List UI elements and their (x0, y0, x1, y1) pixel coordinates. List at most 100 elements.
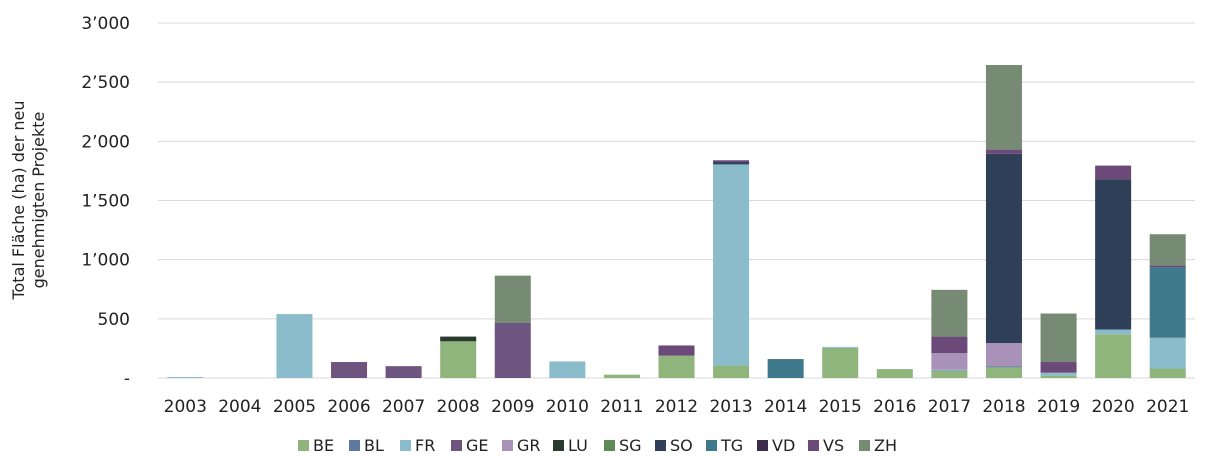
legend-swatch-ge (451, 440, 462, 451)
y-tick-label: - (124, 369, 130, 389)
x-tick-label: 2006 (327, 397, 370, 417)
x-tick-label: 2004 (218, 397, 261, 417)
bar-segment-zh-2017 (931, 289, 968, 337)
bar-segment-bl-2018 (985, 366, 1022, 368)
bar-segment-be-2012 (658, 355, 695, 378)
legend-label-lu: LU (568, 436, 588, 455)
bar-segment-vs-2021 (1149, 265, 1186, 268)
x-tick-label: 2019 (1037, 397, 1080, 417)
bar-segment-vs-2020 (1095, 165, 1132, 180)
legend-label-gr: GR (517, 436, 541, 455)
bar-segment-so-2018 (985, 153, 1022, 344)
bar-segment-vs-2012 (658, 345, 695, 356)
bar-segment-ge-2009 (494, 322, 531, 378)
bar-segment-fr-2013 (713, 164, 750, 366)
bar-segment-gr-2018 (985, 343, 1022, 367)
x-tick-label: 2013 (709, 397, 752, 417)
gridlines (158, 22, 1195, 379)
bar-segment-fr-2020 (1095, 329, 1132, 335)
legend-label-vs: VS (823, 436, 844, 455)
legend-label-vd: VD (772, 436, 795, 455)
bar-segment-vs-2013 (713, 160, 750, 163)
legend-swatch-fr (400, 440, 411, 451)
bar-segment-be-2013 (713, 365, 750, 378)
legend-label-zh: ZH (874, 436, 897, 455)
bar-segment-be-2021 (1149, 368, 1186, 378)
x-tick-label: 2012 (655, 397, 698, 417)
legend-swatch-bl (349, 440, 360, 451)
bar-segment-so-2020 (1095, 179, 1132, 330)
bar-segment-vs-2019 (1040, 362, 1077, 373)
bar-segment-be-2008 (440, 341, 477, 378)
legend-swatch-be (298, 440, 309, 451)
bar-segment-be-2015 (822, 347, 859, 378)
x-tick-label: 2008 (437, 397, 480, 417)
bar-segment-fr-2003 (167, 377, 204, 378)
legend-swatch-lu (553, 440, 564, 451)
legend-swatch-vs (808, 440, 819, 451)
legend-label-ge: GE (466, 436, 489, 455)
y-tick-label: 3’000 (81, 14, 130, 34)
x-tick-label: 2014 (764, 397, 807, 417)
bar-segment-be-2019 (1040, 375, 1077, 378)
y-axis-title: Total Fläche (ha) der neu genehmigten Pr… (9, 100, 48, 300)
legend-label-so: SO (670, 436, 693, 455)
y-tick-label: 1’500 (81, 192, 130, 212)
bar-segment-be-2016 (876, 369, 913, 378)
bar-segment-lu-2008 (440, 336, 477, 342)
legend-label-tg: TG (720, 436, 743, 455)
bar-segment-ge-2007 (385, 366, 422, 378)
x-tick-label: 2020 (1091, 397, 1134, 417)
y-tick-label: 500 (98, 310, 130, 330)
bar-segment-tg-2021 (1149, 267, 1186, 338)
bar-segment-fr-2010 (549, 361, 586, 378)
y-tick-label: 1’000 (81, 251, 130, 271)
bar-segment-so-2013 (713, 162, 750, 165)
x-tick-label: 2016 (873, 397, 916, 417)
bar-segment-zh-2018 (985, 65, 1022, 150)
bar-segment-gr-2017 (931, 353, 968, 370)
legend-swatch-so (655, 440, 666, 451)
bar-segment-be-2018 (985, 367, 1022, 378)
legend-label-bl: BL (364, 436, 384, 455)
legend-swatch-gr (502, 440, 513, 451)
bar-segment-fr-2021 (1149, 337, 1186, 369)
y-axis-title-line-2: genehmigten Projekte (29, 112, 48, 289)
bar-segment-bl-2017 (931, 370, 968, 371)
bar-segment-ge-2006 (331, 362, 368, 378)
bar-segment-fr-2005 (276, 314, 313, 378)
x-tick-label: 2007 (382, 397, 425, 417)
legend-swatch-zh (859, 440, 870, 451)
x-tick-label: 2003 (164, 397, 207, 417)
legend-swatch-tg (706, 440, 717, 451)
x-tick-label: 2017 (928, 397, 971, 417)
bar-segment-be-2011 (603, 374, 640, 378)
x-tick-label: 2005 (273, 397, 316, 417)
legend-label-fr: FR (415, 436, 435, 455)
bars (167, 65, 1186, 378)
legend-swatch-vd (757, 440, 768, 451)
bar-segment-zh-2021 (1149, 234, 1186, 266)
bar-segment-be-2020 (1095, 334, 1132, 378)
x-tick-label: 2010 (546, 397, 589, 417)
x-axis-tick-labels: 2003 2004 2005 2006 2007 2008 2009 2010 2011 2012… (164, 397, 1190, 417)
legend: BE BL FR GE GR LU SG SO TG VD VS ZH (298, 436, 897, 455)
y-axis-tick-labels: - 500 1’000 1’500 2’000 2’500 3’000 (81, 14, 130, 389)
x-tick-label: 2015 (819, 397, 862, 417)
bar-segment-vs-2018 (985, 149, 1022, 154)
y-axis-title-line-1: Total Fläche (ha) der neu (9, 100, 28, 300)
legend-swatch-sg (604, 440, 615, 451)
y-tick-label: 2’000 (81, 132, 130, 152)
x-tick-label: 2011 (600, 397, 643, 417)
legend-label-sg: SG (619, 436, 642, 455)
bar-segment-be-2017 (931, 370, 968, 378)
y-tick-label: 2’500 (81, 73, 130, 93)
x-tick-label: 2018 (982, 397, 1025, 417)
x-tick-label: 2021 (1146, 397, 1189, 417)
bar-segment-fr-2015 (822, 346, 859, 348)
bar-segment-fr-2017 (931, 369, 968, 371)
bar-segment-vs-2017 (931, 336, 968, 354)
bar-segment-fr-2019 (1040, 372, 1077, 376)
bar-segment-tg-2014 (767, 359, 804, 378)
